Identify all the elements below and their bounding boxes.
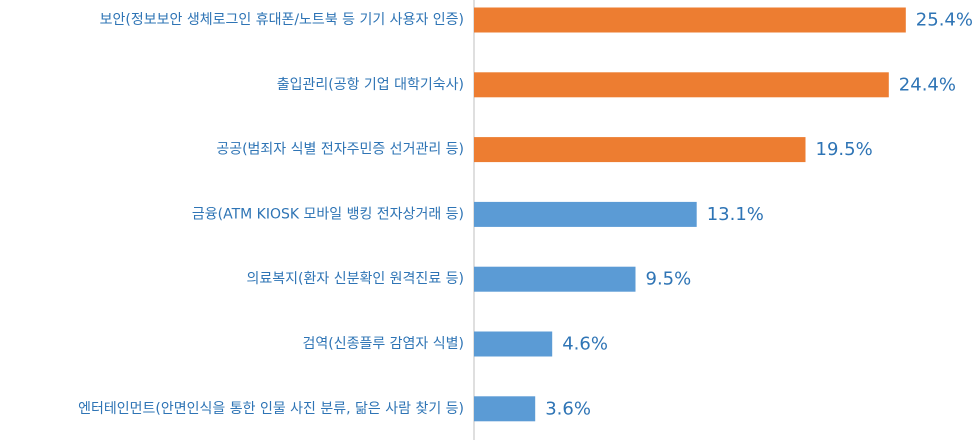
- value-label-1: 25.4%: [916, 10, 973, 31]
- category-label-6: 검역(신종플루 감염자 식별): [302, 336, 464, 352]
- category-label-4: 금융(ATM KIOSK 모바일 뱅킹 전자상거래 등): [192, 206, 464, 222]
- bar-1: [474, 7, 906, 33]
- bars-group: [474, 7, 906, 422]
- value-label-5: 9.5%: [646, 269, 692, 290]
- category-label-7: 엔터테인먼트(안면인식을 통한 인물 사진 분류, 닮은 사람 찾기 등): [78, 401, 464, 417]
- category-label-5: 의료복지(환자 신분확인 원격진료 등): [247, 271, 464, 287]
- value-labels-group: 25.4% 24.4% 19.5% 13.1% 9.5% 4.6% 3.6%: [545, 10, 973, 420]
- category-labels-group: 보안(정보보안 생체로그인 휴대폰/노트북 등 기기 사용자 인증) 출입관리(공…: [78, 12, 464, 417]
- category-label-1: 보안(정보보안 생체로그인 휴대폰/노트북 등 기기 사용자 인증): [100, 12, 464, 28]
- bar-2: [474, 72, 889, 98]
- value-label-7: 3.6%: [545, 398, 591, 419]
- category-label-2: 출입관리(공항 기업 대학기숙사): [277, 77, 464, 93]
- bar-6: [474, 331, 553, 357]
- value-label-2: 24.4%: [899, 74, 956, 95]
- bar-7: [474, 396, 536, 422]
- value-label-4: 13.1%: [707, 204, 764, 225]
- bar-3: [474, 137, 806, 163]
- value-label-6: 4.6%: [562, 334, 608, 355]
- value-label-3: 19.5%: [816, 139, 873, 160]
- bar-4: [474, 201, 697, 227]
- category-label-3: 공공(범죄자 식별 전자주민증 선거관리 등): [216, 142, 464, 158]
- bar-5: [474, 266, 636, 292]
